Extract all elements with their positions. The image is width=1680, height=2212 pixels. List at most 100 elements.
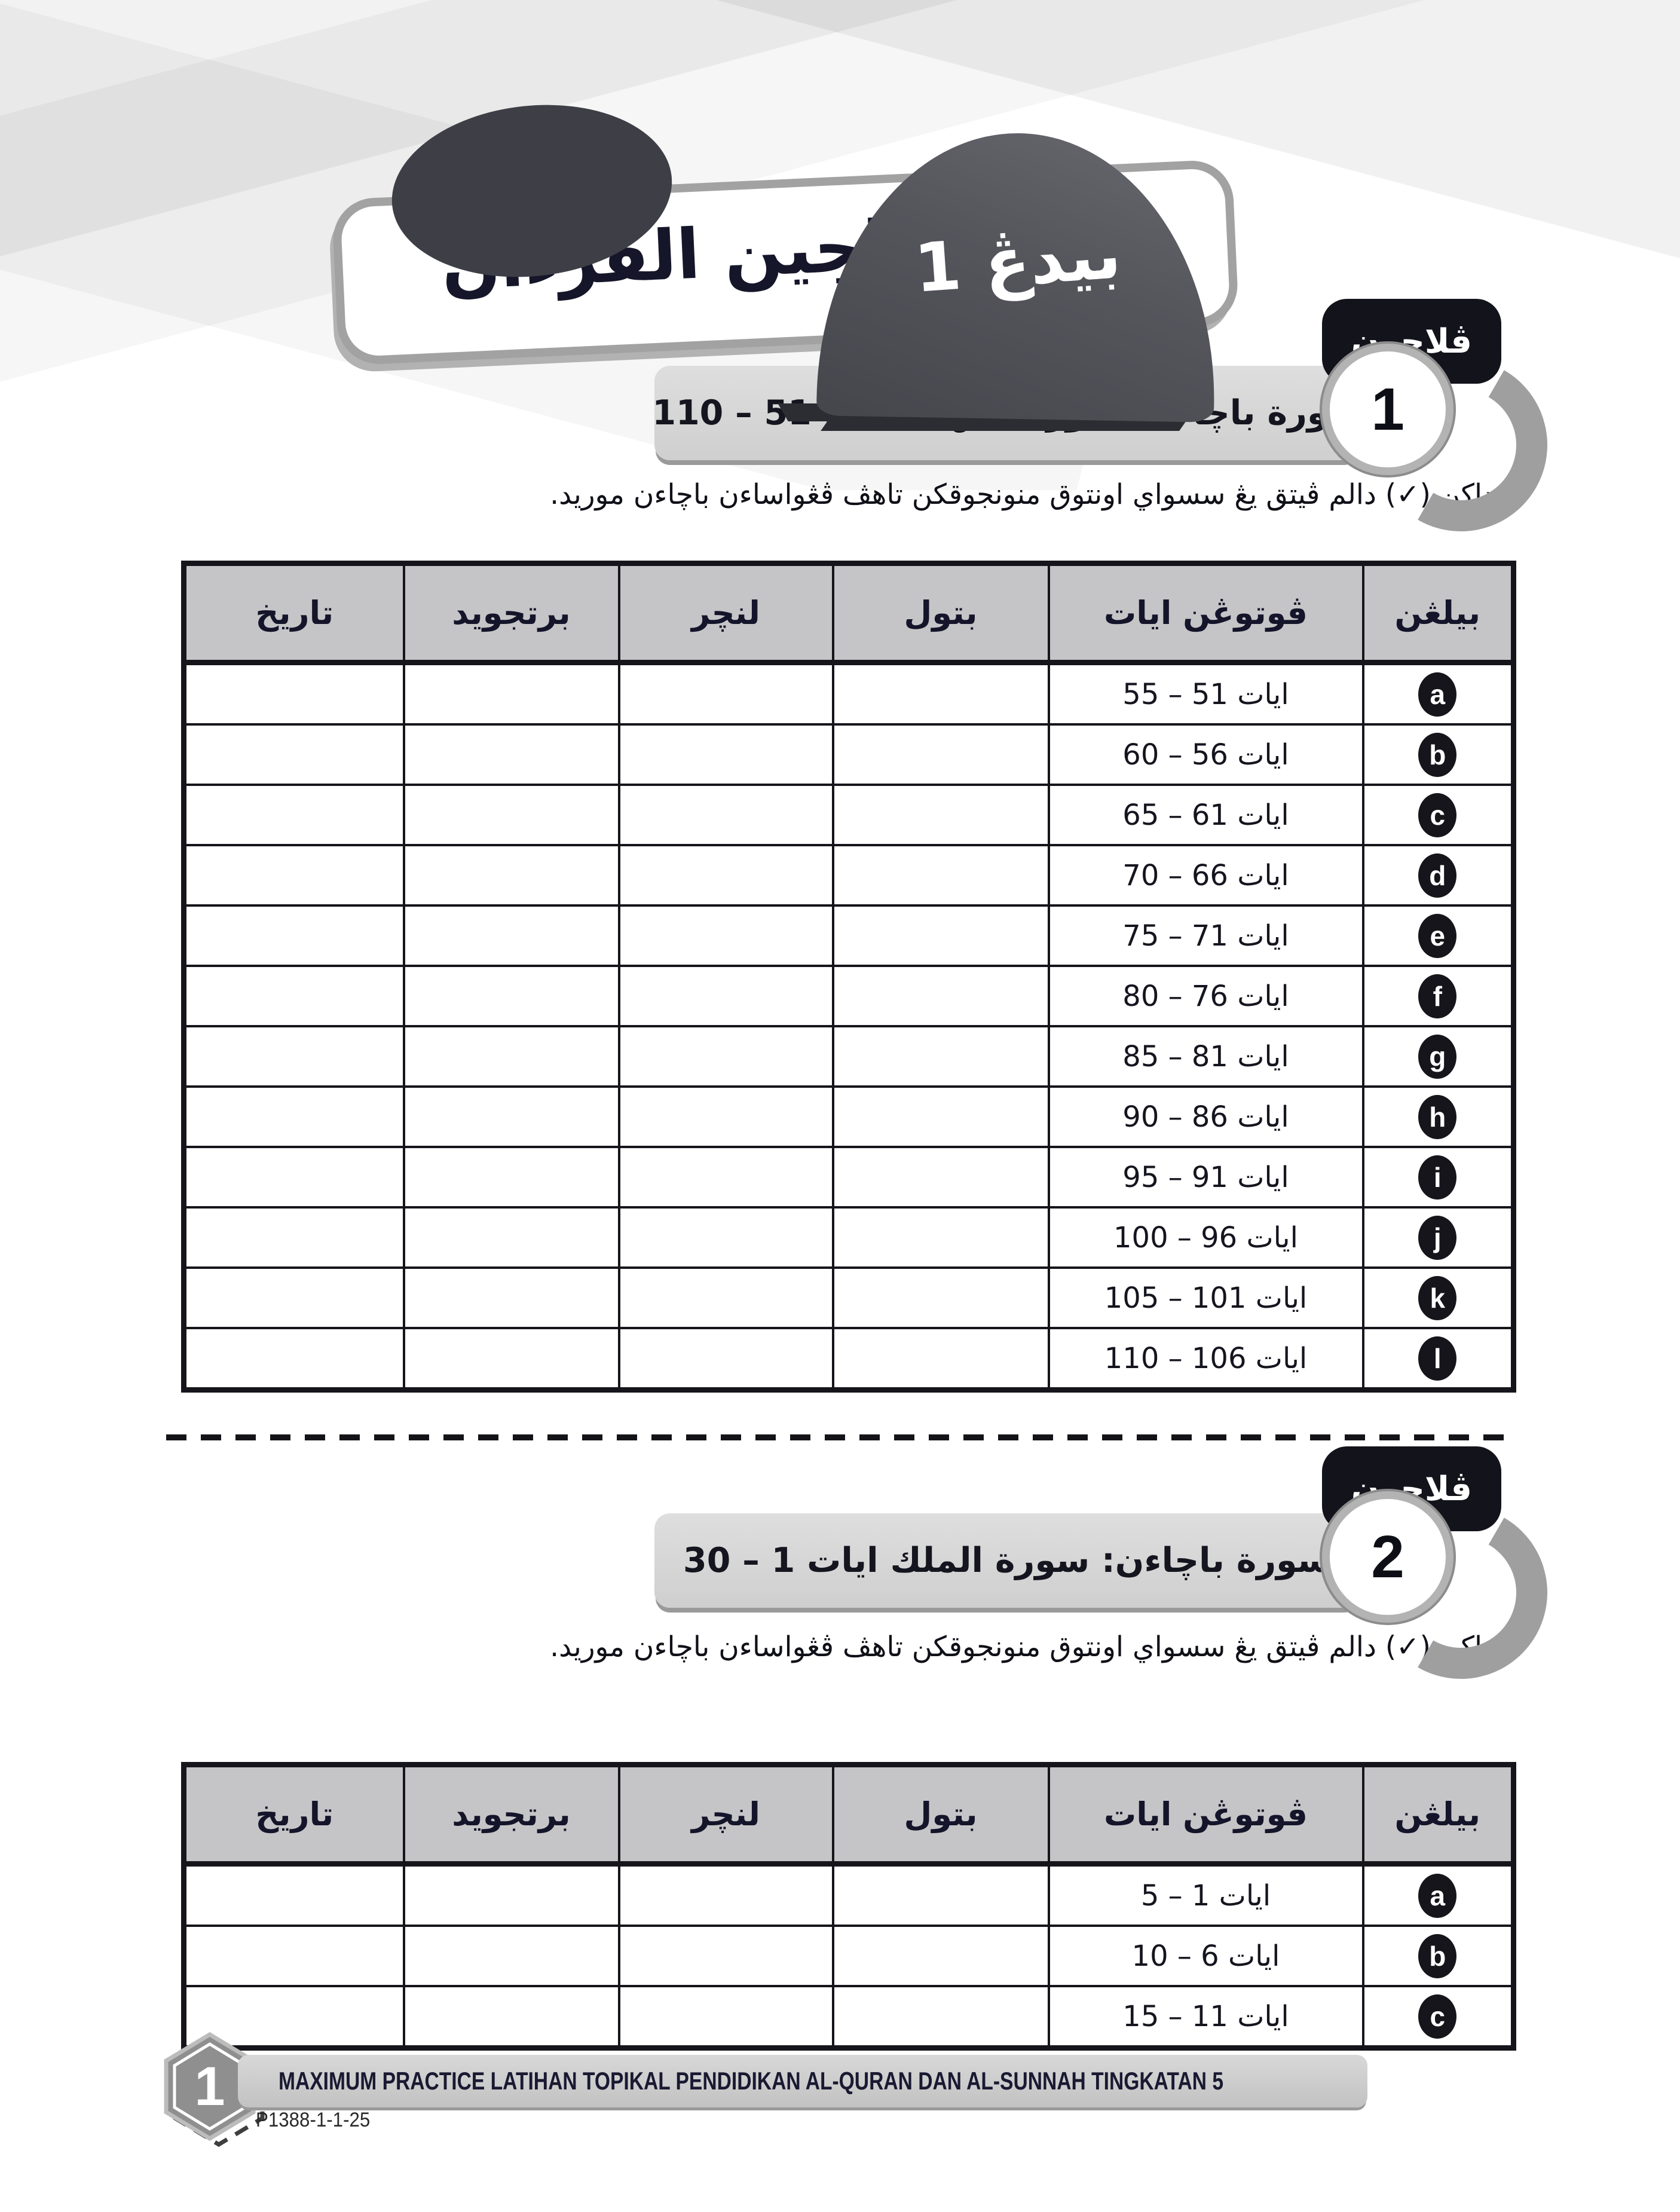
ayat-range-cell: ايات 106 – 110 (1047, 1327, 1364, 1391)
col-header-betul: بتول (831, 562, 1050, 665)
row-label-cell: k (1361, 1266, 1515, 1329)
ayat-range-cell: ايات 6 – 10 (1047, 1925, 1364, 1987)
tarikh-entry-cell[interactable] (182, 723, 405, 786)
lancar-tick-cell[interactable] (617, 1266, 834, 1329)
page-number: 1 (194, 2056, 225, 2117)
bertajwid-tick-cell[interactable] (402, 661, 620, 726)
lancar-tick-cell[interactable] (617, 1862, 834, 1927)
lancar-tick-cell[interactable] (617, 1085, 834, 1148)
betul-tick-cell[interactable] (831, 965, 1050, 1027)
betul-tick-cell[interactable] (831, 844, 1050, 907)
tarikh-entry-cell[interactable] (182, 1206, 405, 1269)
bertajwid-tick-cell[interactable] (402, 1085, 620, 1148)
ayat-range-cell: ايات 66 – 70 (1047, 844, 1364, 907)
dashed-separator (166, 1434, 1514, 1440)
betul-tick-cell[interactable] (831, 661, 1050, 726)
lesson-number-circle-1: 1 (1322, 344, 1453, 475)
bertajwid-tick-cell[interactable] (402, 1985, 620, 2049)
col-header-tarikh: تاريخ (182, 562, 405, 665)
bertajwid-tick-cell[interactable] (402, 1146, 620, 1209)
tarikh-entry-cell[interactable] (182, 965, 405, 1027)
tarikh-entry-cell[interactable] (182, 661, 405, 726)
table-row: l ايات 106 – 110 (182, 1327, 1515, 1391)
bertajwid-tick-cell[interactable] (402, 1862, 620, 1927)
tarikh-entry-cell[interactable] (182, 1266, 405, 1329)
betul-tick-cell[interactable] (831, 1085, 1050, 1148)
lancar-tick-cell[interactable] (617, 1985, 834, 2049)
lancar-tick-cell[interactable] (617, 1327, 834, 1391)
lancar-tick-cell[interactable] (617, 1146, 834, 1209)
ayat-range-cell: ايات 71 – 75 (1047, 904, 1364, 967)
lancar-tick-cell[interactable] (617, 1925, 834, 1987)
ayat-range-cell: ايات 56 – 60 (1047, 723, 1364, 786)
reading-checklist-table-2: بيلڠن ڤوتوڠن ايات بتول لنچر برتجويد تاري… (181, 1762, 1516, 2051)
ayat-range-cell: ايات 86 – 90 (1047, 1085, 1364, 1148)
bertajwid-tick-cell[interactable] (402, 1327, 620, 1391)
instruction-text-2: تنداكن (✓) دالم ڤيتق يڠ سسواي اونتوق منو… (550, 1630, 1513, 1663)
table-row: b ايات 6 – 10 (182, 1925, 1515, 1987)
bertajwid-tick-cell[interactable] (402, 1025, 620, 1088)
betul-tick-cell[interactable] (831, 1266, 1050, 1329)
lancar-tick-cell[interactable] (617, 661, 834, 726)
betul-tick-cell[interactable] (831, 784, 1050, 846)
row-label-cell: a (1361, 1862, 1515, 1927)
betul-tick-cell[interactable] (831, 1025, 1050, 1088)
row-label-cell: c (1361, 1985, 1515, 2049)
col-header-lancar: لنچر (617, 562, 834, 665)
row-label-badge: a (1418, 672, 1457, 717)
lancar-tick-cell[interactable] (617, 844, 834, 907)
table-row: h ايات 86 – 90 (182, 1085, 1515, 1148)
tarikh-entry-cell[interactable] (182, 1327, 405, 1391)
ayat-range-cell: ايات 11 – 15 (1047, 1985, 1364, 2049)
lancar-tick-cell[interactable] (617, 1025, 834, 1088)
betul-tick-cell[interactable] (831, 1206, 1050, 1269)
bertajwid-tick-cell[interactable] (402, 1925, 620, 1987)
col-header-bertajwid: برتجويد (402, 1763, 620, 1867)
table-row: d ايات 66 – 70 (182, 844, 1515, 907)
bertajwid-tick-cell[interactable] (402, 844, 620, 907)
betul-tick-cell[interactable] (831, 1862, 1050, 1927)
row-label-cell: l (1361, 1327, 1515, 1391)
tarikh-entry-cell[interactable] (182, 1085, 405, 1148)
tarikh-entry-cell[interactable] (182, 784, 405, 846)
lancar-tick-cell[interactable] (617, 965, 834, 1027)
ayat-range-cell: ايات 81 – 85 (1047, 1025, 1364, 1088)
row-label-cell: e (1361, 904, 1515, 967)
lancar-tick-cell[interactable] (617, 784, 834, 846)
row-label-badge: g (1418, 1034, 1457, 1079)
tarikh-entry-cell[interactable] (182, 1925, 405, 1987)
footer-code: P1388-1-1-25 (256, 2109, 371, 2131)
tarikh-entry-cell[interactable] (182, 1862, 405, 1927)
row-label-badge: e (1418, 913, 1457, 958)
tarikh-entry-cell[interactable] (182, 1025, 405, 1088)
tarikh-entry-cell[interactable] (182, 904, 405, 967)
row-label-badge: i (1418, 1155, 1457, 1200)
betul-tick-cell[interactable] (831, 904, 1050, 967)
col-header-tarikh: تاريخ (182, 1763, 405, 1867)
tarikh-entry-cell[interactable] (182, 1146, 405, 1209)
betul-tick-cell[interactable] (831, 1146, 1050, 1209)
bertajwid-tick-cell[interactable] (402, 1206, 620, 1269)
betul-tick-cell[interactable] (831, 1327, 1050, 1391)
betul-tick-cell[interactable] (831, 723, 1050, 786)
row-label-badge: a (1418, 1873, 1457, 1918)
lesson-number-circle-2: 2 (1322, 1491, 1453, 1623)
bertajwid-tick-cell[interactable] (402, 1266, 620, 1329)
bertajwid-tick-cell[interactable] (402, 965, 620, 1027)
lancar-tick-cell[interactable] (617, 723, 834, 786)
row-label-cell: b (1361, 1925, 1515, 1987)
ayat-range-cell: ايات 96 – 100 (1047, 1206, 1364, 1269)
lancar-tick-cell[interactable] (617, 1206, 834, 1269)
lancar-tick-cell[interactable] (617, 904, 834, 967)
bertajwid-tick-cell[interactable] (402, 723, 620, 786)
tarikh-entry-cell[interactable] (182, 844, 405, 907)
col-header-bertajwid: برتجويد (402, 562, 620, 665)
betul-tick-cell[interactable] (831, 1925, 1050, 1987)
instruction-text-1: تنداكن (✓) دالم ڤيتق يڠ سسواي اونتوق منو… (550, 478, 1513, 511)
bertajwid-tick-cell[interactable] (402, 904, 620, 967)
bertajwid-tick-cell[interactable] (402, 784, 620, 846)
ayat-range-cell: ايات 101 – 105 (1047, 1266, 1364, 1329)
table-row: e ايات 71 – 75 (182, 904, 1515, 967)
table-row: c ايات 11 – 15 (182, 1985, 1515, 2049)
betul-tick-cell[interactable] (831, 1985, 1050, 2049)
